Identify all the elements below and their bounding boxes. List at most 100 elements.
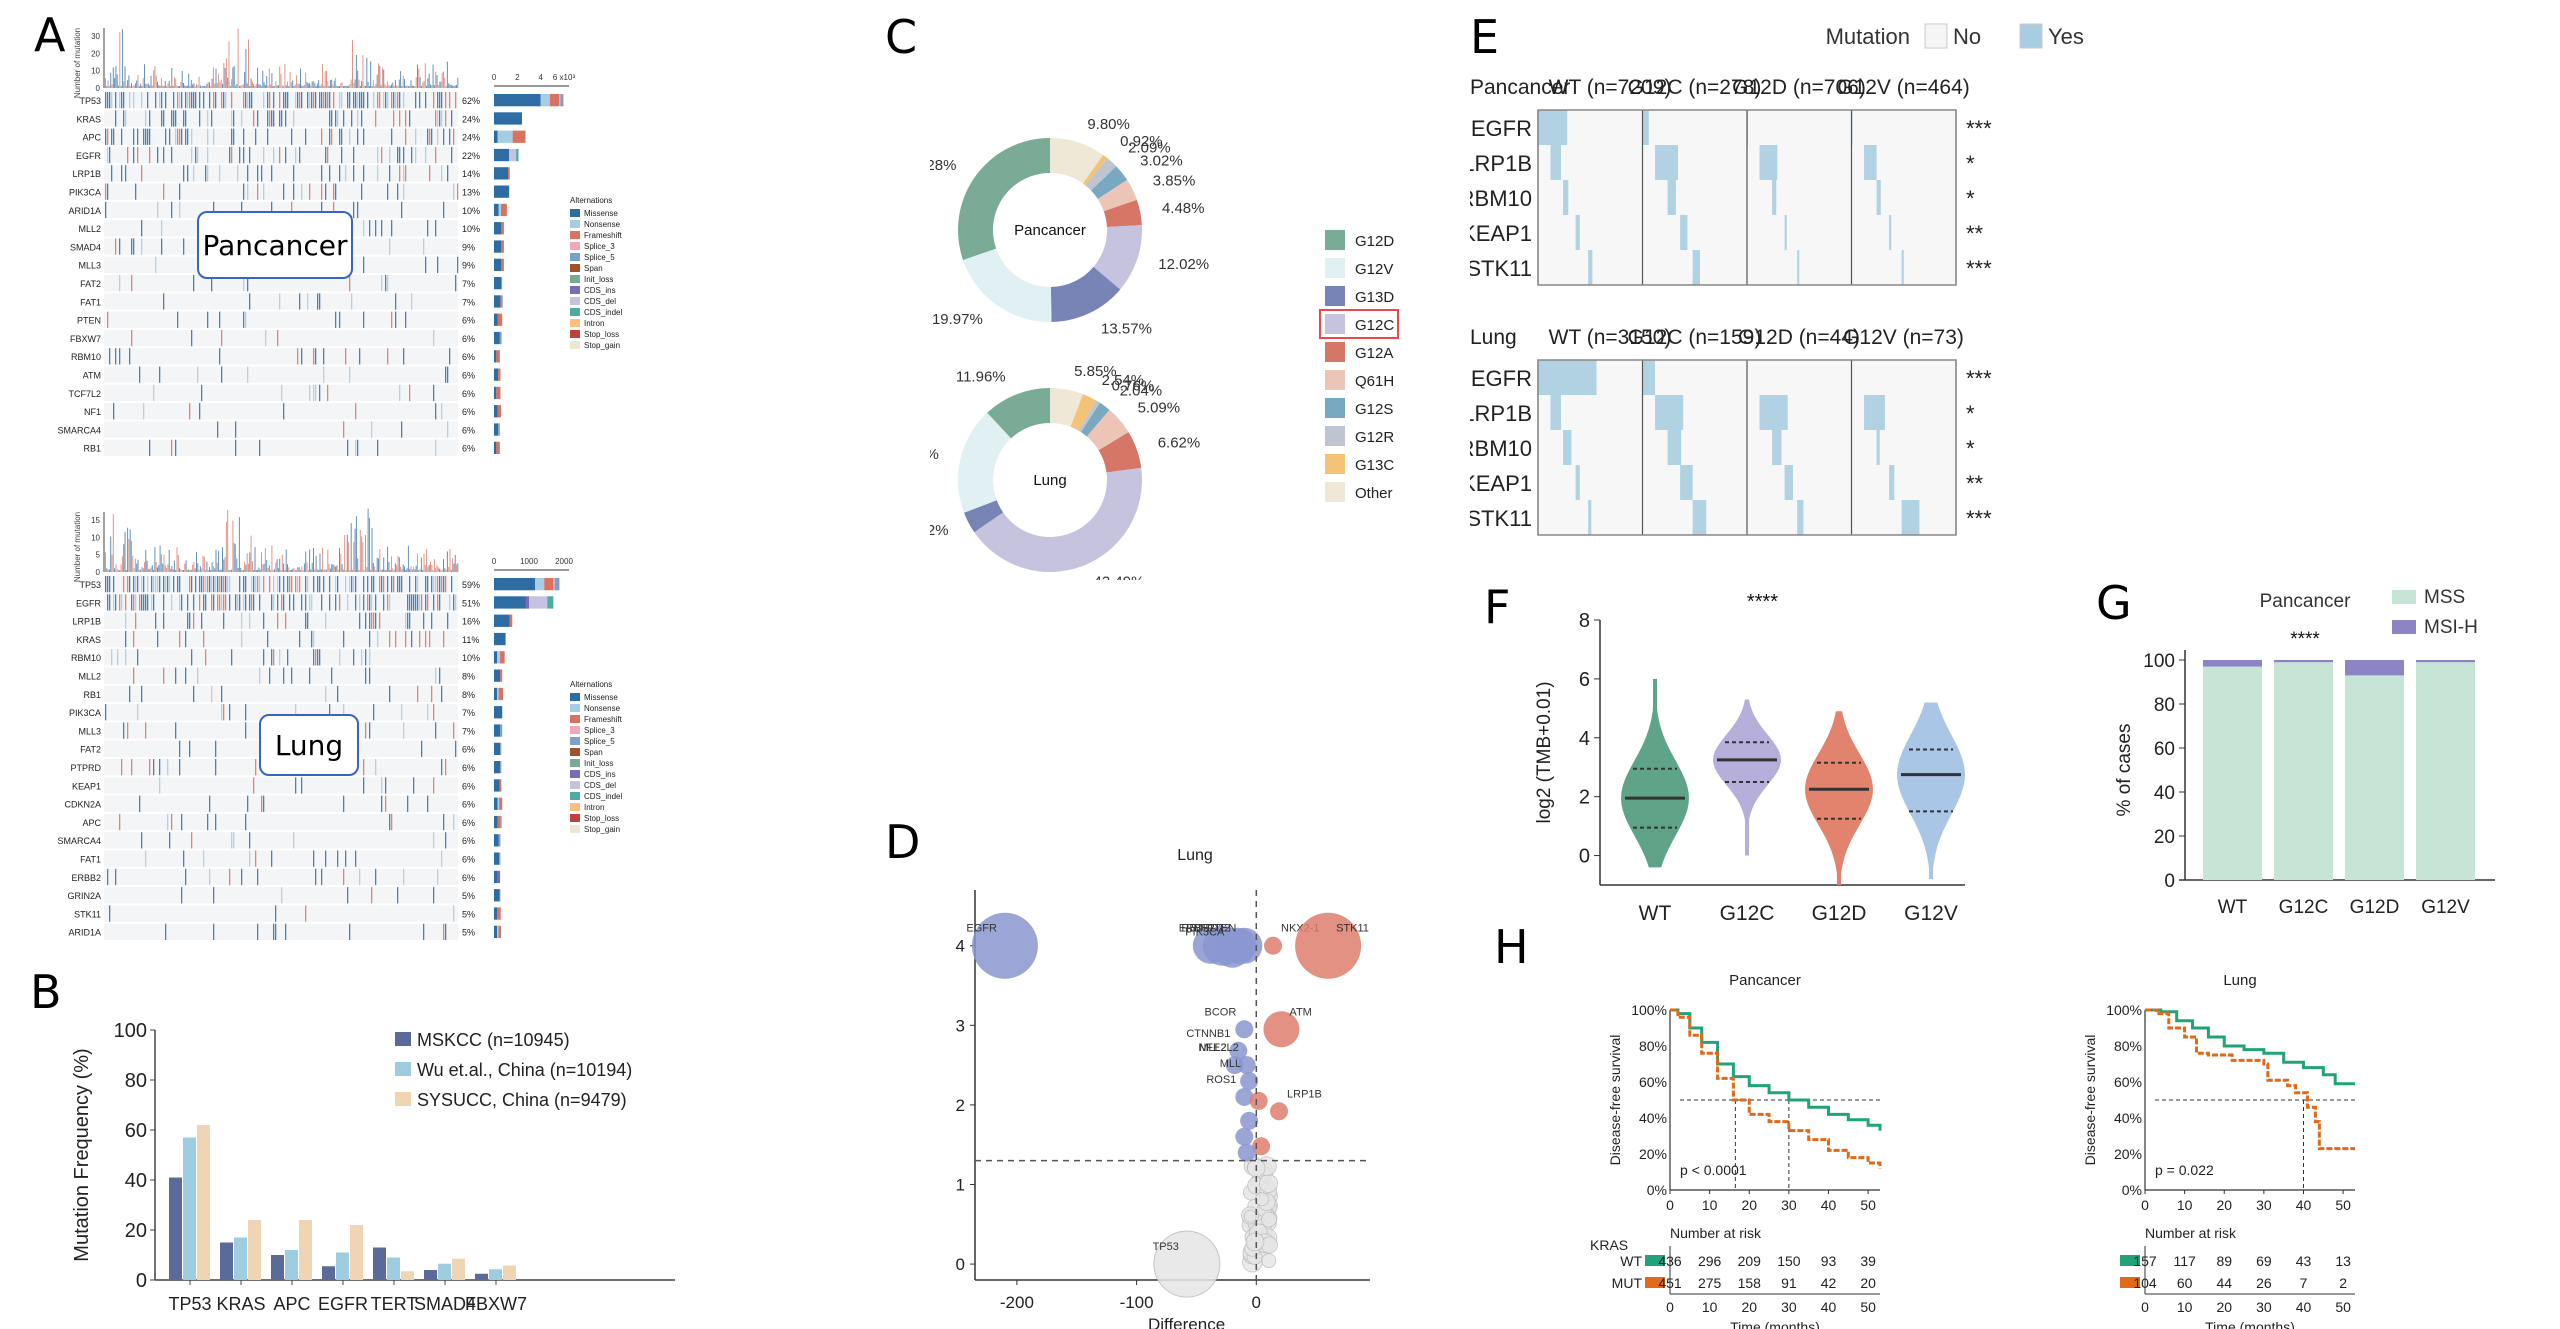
legend-swatch bbox=[570, 770, 580, 778]
oncoplot-mutation-tick bbox=[295, 92, 297, 109]
oncoplot-gene-label: ARID1A bbox=[68, 206, 101, 216]
top-hist-bar bbox=[319, 85, 321, 88]
top-hist-bar bbox=[209, 567, 210, 572]
oncoplot-mutation-tick bbox=[209, 576, 211, 593]
oncoplot-mutation-tick bbox=[187, 92, 189, 109]
oncoplot-count-bar-segment bbox=[494, 441, 497, 454]
oncoplot-mutation-tick bbox=[363, 220, 365, 237]
x-tick-label: FBXW7 bbox=[465, 1294, 527, 1314]
bubble-point bbox=[1252, 1137, 1271, 1156]
top-hist-bar bbox=[328, 563, 330, 572]
top-hist-bar bbox=[192, 564, 194, 572]
donut-slice-g12d bbox=[987, 388, 1050, 439]
heatmap-mutation-block bbox=[1655, 395, 1684, 430]
top-hist-bar bbox=[249, 552, 251, 572]
oncoplot-mutation-tick bbox=[267, 110, 269, 127]
top-hist-bar bbox=[423, 81, 425, 88]
oncoplot-mutation-tick bbox=[349, 576, 351, 593]
oncoplot-mutation-tick bbox=[437, 594, 439, 611]
oncoplot-mutation-tick bbox=[111, 649, 113, 666]
donut-slice-label: 0.92% bbox=[1120, 133, 1163, 150]
bubble-label: CTNNB1 bbox=[1186, 1028, 1230, 1040]
oncoplot-mutation-tick bbox=[379, 92, 381, 109]
oncoplot-mutation-tick bbox=[409, 612, 411, 629]
oncoplot-mutation-tick bbox=[155, 576, 157, 593]
legend-swatch bbox=[570, 209, 580, 217]
oncoplot-mutation-tick bbox=[147, 128, 149, 145]
oncoplot-mutation-tick bbox=[193, 92, 195, 109]
top-hist-bar bbox=[440, 81, 442, 88]
oncoplot-mutation-tick bbox=[179, 594, 181, 611]
top-hist-bar bbox=[361, 536, 363, 572]
top-hist-bar bbox=[430, 561, 431, 572]
oncoplot-mutation-tick bbox=[163, 576, 165, 593]
oncoplot-mutation-tick bbox=[397, 576, 399, 593]
top-hist-bar bbox=[344, 85, 346, 88]
oncoplot-pct-label: 13% bbox=[462, 188, 480, 198]
oncoplot-mutation-tick bbox=[325, 850, 327, 867]
oncoplot-mutation-tick bbox=[251, 594, 253, 611]
bubble-label: MLL2 bbox=[1199, 1042, 1227, 1054]
oncoplot-mutation-tick bbox=[109, 905, 111, 922]
oncoplot-mutation-tick bbox=[455, 275, 457, 292]
top-hist-bar bbox=[411, 85, 413, 88]
oncoplot-mutation-tick bbox=[381, 220, 383, 237]
oncoplot-mutation-tick bbox=[273, 146, 275, 164]
count-axis-tick: 1000 bbox=[520, 557, 538, 566]
top-hist-bar bbox=[194, 85, 196, 88]
oncoplot-mutation-tick bbox=[169, 576, 171, 593]
oncoplot-mutation-tick bbox=[209, 92, 211, 109]
top-hist-bar bbox=[123, 81, 125, 88]
oncoplot-row-bg bbox=[104, 850, 458, 867]
oncoplot-mutation-tick bbox=[119, 275, 121, 292]
oncoplot-count-bar-segment bbox=[494, 295, 501, 308]
risk-x-tick-label: 10 bbox=[1702, 1299, 1718, 1315]
top-hist-bar bbox=[298, 83, 300, 88]
oncoplot-mutation-tick bbox=[315, 348, 317, 365]
oncoplot-mutation-tick bbox=[129, 685, 131, 703]
top-hist-bar bbox=[457, 77, 459, 88]
bar-g12c-mss bbox=[2274, 662, 2333, 880]
oncoplot-mutation-tick bbox=[365, 722, 367, 739]
group-label: WT (n=7209) bbox=[1549, 76, 1672, 99]
oncoplot-mutation-tick bbox=[213, 887, 215, 904]
oncoplot-mutation-tick bbox=[341, 128, 343, 145]
oncoplot-mutation-tick bbox=[167, 576, 169, 593]
legend-swatch bbox=[570, 319, 580, 327]
top-hist-bar bbox=[137, 559, 139, 572]
oncoplot-pct-label: 5% bbox=[462, 909, 475, 919]
y-tick-label: 0% bbox=[2122, 1182, 2142, 1198]
top-hist-bar bbox=[350, 523, 352, 572]
top-hist-bar bbox=[354, 79, 356, 88]
oncoplot-mutation-tick bbox=[435, 110, 437, 127]
bar-egfr-1 bbox=[336, 1252, 349, 1280]
oncoplot-mutation-tick bbox=[421, 740, 423, 757]
heatmap-mutation-block bbox=[1667, 180, 1676, 215]
oncoplot-mutation-tick bbox=[153, 384, 155, 402]
legend-swatch bbox=[570, 704, 580, 712]
oncoplot-mutation-tick bbox=[371, 421, 373, 438]
oncoplot-count-bar-segment bbox=[494, 258, 501, 271]
top-hist-bar bbox=[128, 75, 130, 88]
oncoplot-mutation-tick bbox=[401, 201, 403, 219]
oncoplot-mutation-tick bbox=[285, 612, 287, 629]
x-tick-label: 0 bbox=[1252, 1293, 1261, 1312]
oncoplot-mutation-tick bbox=[219, 576, 221, 593]
risk-count: 13 bbox=[2335, 1253, 2351, 1269]
oncoplot-mutation-tick bbox=[261, 795, 263, 812]
oncoplot-mutation-tick bbox=[239, 576, 241, 593]
oncoplot-mutation-tick bbox=[321, 594, 323, 611]
oncoplot-row-bg bbox=[104, 128, 458, 145]
oncoplot-mutation-tick bbox=[131, 329, 133, 347]
top-hist-bar bbox=[203, 85, 205, 88]
top-hist-bar bbox=[285, 85, 287, 88]
top-hist-bar bbox=[457, 563, 459, 572]
top-hist-bar bbox=[186, 85, 188, 88]
top-hist-bar bbox=[441, 569, 443, 572]
oncoplot-mutation-tick bbox=[179, 128, 181, 145]
top-hist-bar bbox=[303, 84, 305, 88]
oncoplot-mutation-tick bbox=[359, 348, 361, 365]
top-hist-bar bbox=[108, 85, 110, 88]
gene-label: KEAP1 bbox=[1470, 471, 1532, 496]
top-hist-bar bbox=[355, 516, 357, 572]
